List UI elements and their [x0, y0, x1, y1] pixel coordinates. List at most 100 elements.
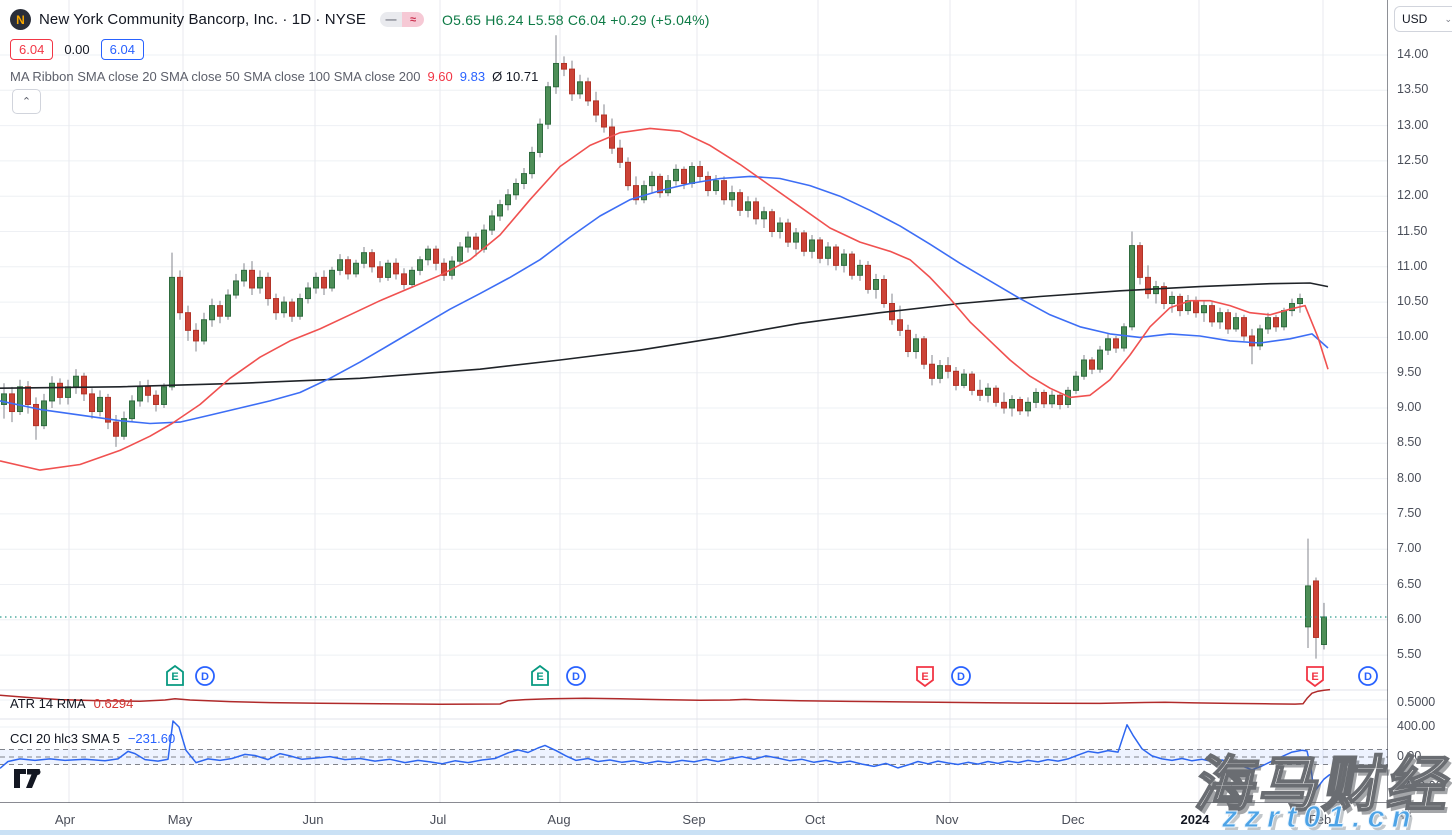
candle-up	[385, 262, 391, 278]
chevron-up-icon: ⌃	[21, 96, 32, 108]
candle-down	[401, 273, 407, 285]
cci-line	[0, 720, 1331, 794]
time-tick-label: 2024	[1180, 812, 1210, 827]
cci-indicator-legend[interactable]: CCI 20 hlc3 SMA 5 −231.60	[10, 731, 175, 746]
candle-down	[833, 246, 839, 266]
candle-up	[641, 185, 647, 201]
candle-down	[25, 386, 31, 405]
buy-price-box[interactable]: 6.04	[100, 39, 144, 60]
dividend-badge[interactable]: D	[1358, 666, 1378, 686]
cci-tick-label: −400.00	[1397, 779, 1443, 793]
price-axis[interactable]: USD ⌄ 14.00 13.50 13.00 12.50 12.00 11.50 11.0…	[1388, 0, 1452, 803]
atr-tick-label: 0.5000	[1397, 695, 1436, 709]
candle-down	[617, 147, 623, 163]
time-tick-label: May	[167, 812, 193, 827]
candle-up	[201, 319, 207, 342]
candle-down	[265, 276, 271, 300]
price-tick-label: 5.50	[1397, 647, 1422, 662]
cci-value: −231.60	[127, 731, 176, 746]
axis-settings-gear-icon[interactable]: ⚙	[1399, 807, 1413, 824]
candle-down	[113, 421, 119, 437]
atr-value: 0.6294	[93, 696, 134, 711]
candle-up	[1129, 245, 1135, 328]
dash-badge-icon: —	[380, 12, 403, 27]
sma-200-line	[0, 282, 1329, 389]
candle-down	[1113, 338, 1119, 349]
candle-up	[1297, 298, 1303, 305]
candle-down	[1249, 335, 1255, 347]
candle-up	[97, 396, 103, 413]
candle-up	[577, 81, 583, 95]
dividend-badge[interactable]: D	[951, 666, 971, 686]
time-tick-label: Feb	[1308, 812, 1332, 827]
earnings-badge[interactable]: E	[916, 666, 934, 688]
badge-letter: D	[1364, 671, 1372, 683]
price-tick-label: 8.00	[1397, 470, 1422, 485]
candle-down	[377, 266, 383, 278]
candle-down	[289, 301, 295, 317]
candle-down	[593, 100, 599, 116]
badge-shape	[531, 664, 549, 686]
sell-price-box[interactable]: 6.04	[10, 39, 54, 60]
candle-down	[625, 161, 631, 187]
symbol-legend-row[interactable]: N New York Community Bancorp, Inc. · 1D …	[10, 9, 710, 30]
currency-selector-button[interactable]: USD ⌄	[1394, 6, 1452, 32]
candle-up	[1257, 328, 1263, 347]
ma-ribbon-legend[interactable]: MA Ribbon SMA close 20 SMA close 50 SMA …	[10, 69, 538, 84]
legend-collapse-button[interactable]: ⌃	[12, 89, 41, 114]
time-tick-label: Sep	[682, 812, 706, 827]
atr-indicator-legend[interactable]: ATR 14 RMA 0.6294	[10, 696, 133, 711]
candle-up	[937, 365, 943, 379]
candle-down	[1313, 580, 1319, 638]
candle-down	[905, 329, 911, 353]
candle-down	[1041, 391, 1047, 405]
candle-down	[945, 365, 951, 372]
time-axis[interactable]: Apr May Jun Jul Aug Sep Oct Nov Dec 2024 Feb	[0, 803, 1452, 835]
candle-up	[1281, 310, 1287, 328]
tradingview-logo[interactable]	[13, 768, 43, 790]
price-tick-label: 12.00	[1397, 188, 1429, 203]
candle-down	[633, 185, 639, 201]
candle-up	[73, 375, 79, 388]
candle-up	[809, 239, 815, 252]
candle-down	[929, 363, 935, 379]
candle-up	[305, 287, 311, 300]
earnings-badge[interactable]: E	[531, 664, 549, 686]
atr-label: ATR 14 RMA	[10, 696, 86, 711]
data-status-pills[interactable]: — ≈	[380, 12, 425, 27]
candle-down	[1145, 276, 1151, 295]
price-tick-label: 11.50	[1397, 223, 1428, 238]
candle-down	[393, 262, 399, 275]
candle-up	[529, 151, 535, 175]
candle-up	[825, 246, 831, 259]
candle-down	[817, 239, 823, 259]
candle-down	[1089, 359, 1095, 370]
candle-up	[129, 400, 135, 420]
candle-up	[281, 301, 287, 314]
dividend-badge[interactable]: D	[195, 666, 215, 686]
candle-up	[17, 386, 23, 413]
candle-up	[457, 246, 463, 262]
badge-shape	[951, 666, 971, 686]
candle-up	[361, 252, 367, 264]
candle-up	[505, 194, 511, 206]
candle-down	[601, 114, 607, 128]
candle-down	[441, 262, 447, 276]
dividend-badge[interactable]: D	[566, 666, 586, 686]
candle-down	[865, 264, 871, 290]
price-tick-label: 11.00	[1397, 258, 1428, 273]
candle-down	[57, 382, 63, 398]
candle-up	[417, 259, 423, 271]
earnings-badge[interactable]: E	[1306, 666, 1324, 688]
chevron-down-icon: ⌄	[1444, 13, 1452, 24]
candle-down	[705, 175, 711, 192]
candle-down	[1057, 394, 1063, 405]
candle-down	[1001, 401, 1007, 409]
candle-up	[137, 386, 143, 402]
candle-down	[89, 393, 95, 413]
candle-up	[65, 386, 71, 398]
earnings-badge[interactable]: E	[166, 664, 184, 686]
badge-shape	[916, 666, 934, 688]
